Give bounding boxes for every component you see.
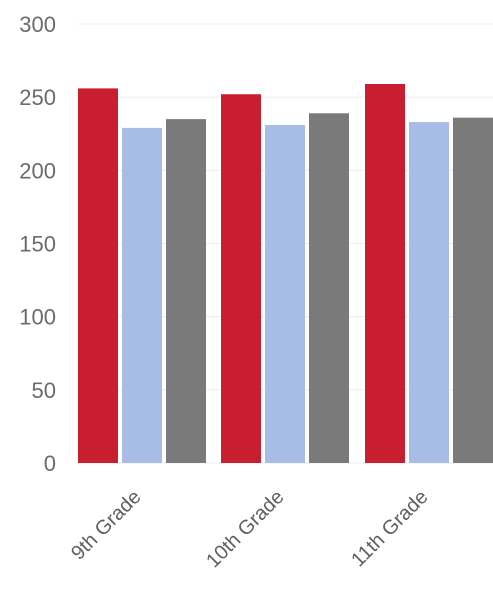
y-tick-label: 0 xyxy=(44,451,56,476)
bar-1-1 xyxy=(78,88,118,464)
bar-3-1 xyxy=(365,83,405,463)
x-axis: 9th Grade 10th Grade 11th Grade xyxy=(67,486,432,572)
y-tick-label: 50 xyxy=(32,378,56,403)
bar-1-2 xyxy=(122,127,162,463)
bar-3-3 xyxy=(453,117,493,464)
y-tick-label: 100 xyxy=(19,305,56,330)
bars xyxy=(78,83,493,464)
bar-2-3 xyxy=(309,113,349,463)
y-axis: 0 50 100 150 200 250 300 xyxy=(19,12,56,476)
y-tick-label: 250 xyxy=(19,85,56,110)
bar-3-2 xyxy=(409,122,449,463)
bar-1-3 xyxy=(166,119,206,463)
y-tick-label: 200 xyxy=(19,158,56,183)
bar-2-2 xyxy=(265,124,305,463)
x-tick-label: 9th Grade xyxy=(67,486,145,564)
x-tick-label: 11th Grade xyxy=(347,486,432,571)
y-tick-label: 300 xyxy=(19,12,56,37)
bar-2-1 xyxy=(221,94,261,464)
x-tick-label: 10th Grade xyxy=(202,486,288,572)
y-tick-label: 150 xyxy=(19,232,56,257)
